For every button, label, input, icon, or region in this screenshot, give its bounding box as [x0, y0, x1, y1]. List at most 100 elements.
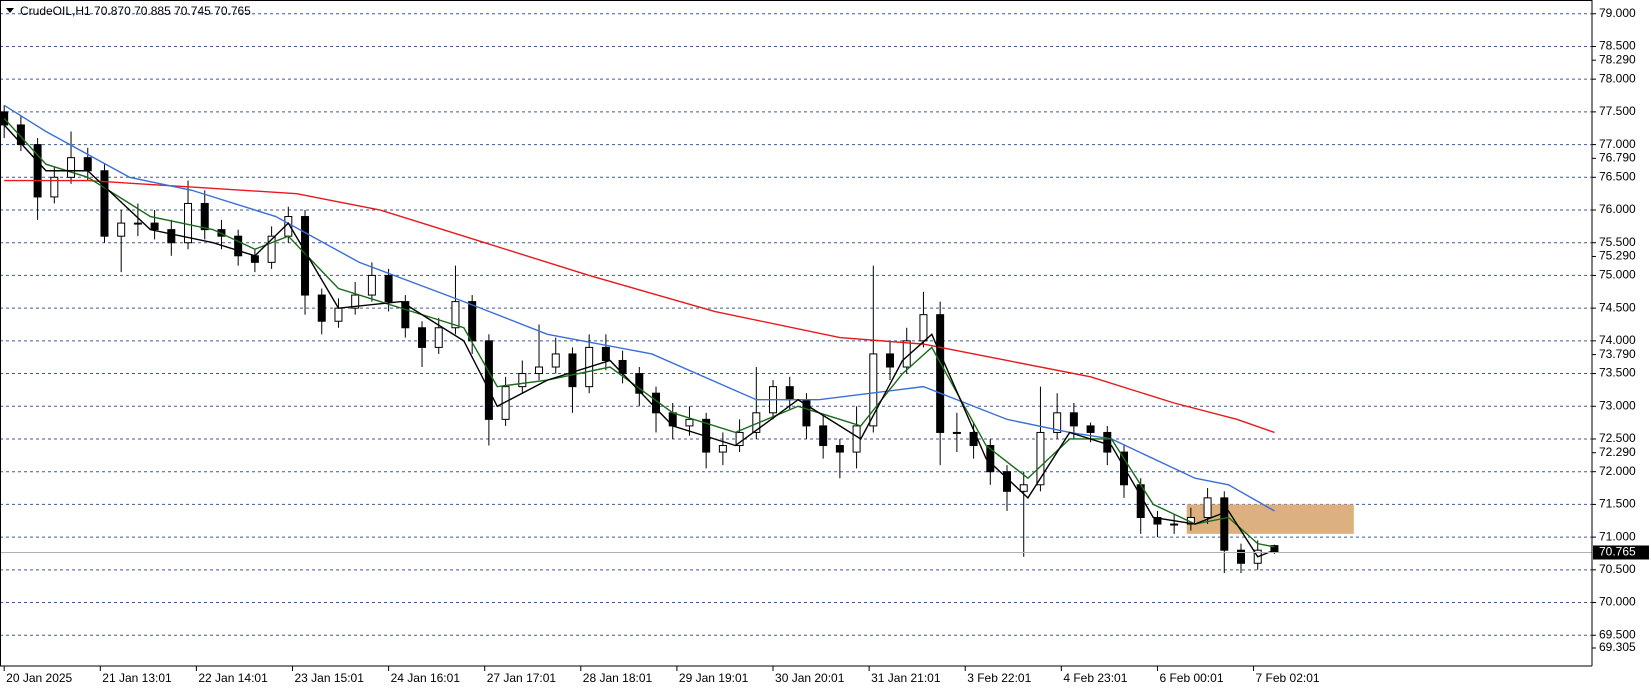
candle-body: [67, 157, 76, 178]
y-tick-label: 73.000: [1599, 398, 1636, 412]
candle-body: [334, 307, 343, 322]
candle-body: [568, 353, 577, 388]
ma-line: [3, 117, 1275, 548]
price-label: 78.290: [1599, 52, 1636, 66]
y-tick-label: 70.500: [1599, 562, 1636, 576]
y-tick-label: 76.500: [1599, 169, 1636, 183]
candle-body: [635, 373, 644, 394]
candle-body: [1053, 412, 1062, 433]
x-tick-label: 21 Jan 13:01: [102, 671, 172, 685]
candle-body: [301, 216, 310, 296]
x-tick-label: 20 Jan 2025: [6, 671, 72, 685]
y-tick-label: 78.000: [1599, 71, 1636, 85]
candle-body: [819, 425, 828, 447]
candle-body: [1069, 412, 1078, 427]
x-tick-label: 27 Jan 17:01: [487, 671, 557, 685]
y-tick-label: 74.000: [1599, 333, 1636, 347]
candle-body: [1003, 471, 1012, 492]
y-tick-label: 72.000: [1599, 464, 1636, 478]
candle-body: [735, 431, 744, 447]
candle-body: [468, 301, 477, 342]
candle-body: [16, 124, 25, 146]
candle-body: [267, 235, 276, 263]
chart-title: CrudeOIL,H1 70.870 70.885 70.745 70.765: [20, 4, 251, 18]
candle-body: [1220, 497, 1229, 551]
y-tick-label: 70.000: [1599, 595, 1636, 609]
candle-body: [835, 445, 844, 453]
candle-body: [718, 445, 727, 453]
candle-body: [484, 340, 493, 420]
candle-body: [1036, 431, 1045, 486]
candle-body: [200, 202, 209, 231]
candle-body: [852, 425, 861, 453]
plot-area: [0, 13, 1592, 636]
x-tick-label: 7 Feb 02:01: [1256, 671, 1320, 685]
candle-body: [535, 366, 544, 375]
y-tick-label: 69.500: [1599, 627, 1636, 641]
current-price-box: [1593, 545, 1649, 560]
price-label: 76.790: [1599, 150, 1636, 164]
candle-body: [150, 222, 159, 231]
x-tick-label: 4 Feb 23:01: [1063, 671, 1127, 685]
candle-body: [167, 229, 176, 244]
x-tick-label: 3 Feb 22:01: [967, 671, 1031, 685]
y-tick-label: 77.500: [1599, 104, 1636, 118]
y-tick-label: 75.500: [1599, 235, 1636, 249]
candle-body: [234, 235, 243, 257]
candle-body: [133, 222, 142, 225]
x-tick-label: 31 Jan 21:01: [871, 671, 941, 685]
candle-body: [384, 274, 393, 303]
candle-body: [601, 346, 610, 361]
y-tick-label: 74.500: [1599, 300, 1636, 314]
y-tick-label: 75.000: [1599, 268, 1636, 282]
candle-body: [919, 314, 928, 342]
y-tick-label: 72.500: [1599, 431, 1636, 445]
candle-body: [418, 327, 427, 348]
candle-body: [685, 418, 694, 427]
candle-body: [250, 255, 259, 263]
candle-body: [886, 353, 895, 368]
candle-body: [317, 294, 326, 322]
candle-body: [1203, 497, 1212, 518]
y-tick-label: 73.500: [1599, 366, 1636, 380]
price-label: 75.290: [1599, 249, 1636, 263]
candle-body: [518, 373, 527, 388]
ma-line: [4, 179, 1275, 434]
x-tick-label: 29 Jan 19:01: [679, 671, 749, 685]
candle-body: [936, 314, 945, 433]
candle-body: [117, 222, 126, 237]
x-tick-label: 22 Jan 14:01: [198, 671, 268, 685]
x-tick-label: 30 Jan 20:01: [775, 671, 845, 685]
candle-body: [50, 176, 59, 198]
y-tick-label: 71.000: [1599, 529, 1636, 543]
y-tick-label: 71.500: [1599, 497, 1636, 511]
price-label: 73.790: [1599, 347, 1636, 361]
price-label: 69.305: [1599, 640, 1636, 654]
x-tick-label: 23 Jan 15:01: [294, 671, 364, 685]
y-tick-label: 78.500: [1599, 39, 1636, 53]
candle-body: [952, 431, 961, 434]
ma-line: [3, 104, 1275, 512]
candle-body: [551, 353, 560, 368]
y-tick-label: 76.000: [1599, 202, 1636, 216]
candle-body: [33, 144, 42, 198]
candle-body: [367, 274, 376, 296]
candle-body: [1019, 484, 1028, 492]
x-tick-label: 24 Jan 16:01: [391, 671, 461, 685]
candle-body: [1086, 425, 1095, 433]
candle-body: [83, 157, 92, 172]
candle-body: [869, 353, 878, 427]
x-tick-label: 28 Jan 18:01: [583, 671, 653, 685]
y-tick-label: 79.000: [1599, 6, 1636, 20]
menu-arrow[interactable]: [6, 8, 14, 13]
candle-body: [100, 170, 109, 237]
y-tick-label: 77.000: [1599, 137, 1636, 151]
candle-body: [785, 386, 794, 401]
candle-body: [451, 301, 460, 329]
candle-body: [401, 301, 410, 329]
candle-body: [434, 327, 443, 348]
candle-body: [1237, 549, 1246, 564]
ma-line: [3, 124, 1275, 558]
